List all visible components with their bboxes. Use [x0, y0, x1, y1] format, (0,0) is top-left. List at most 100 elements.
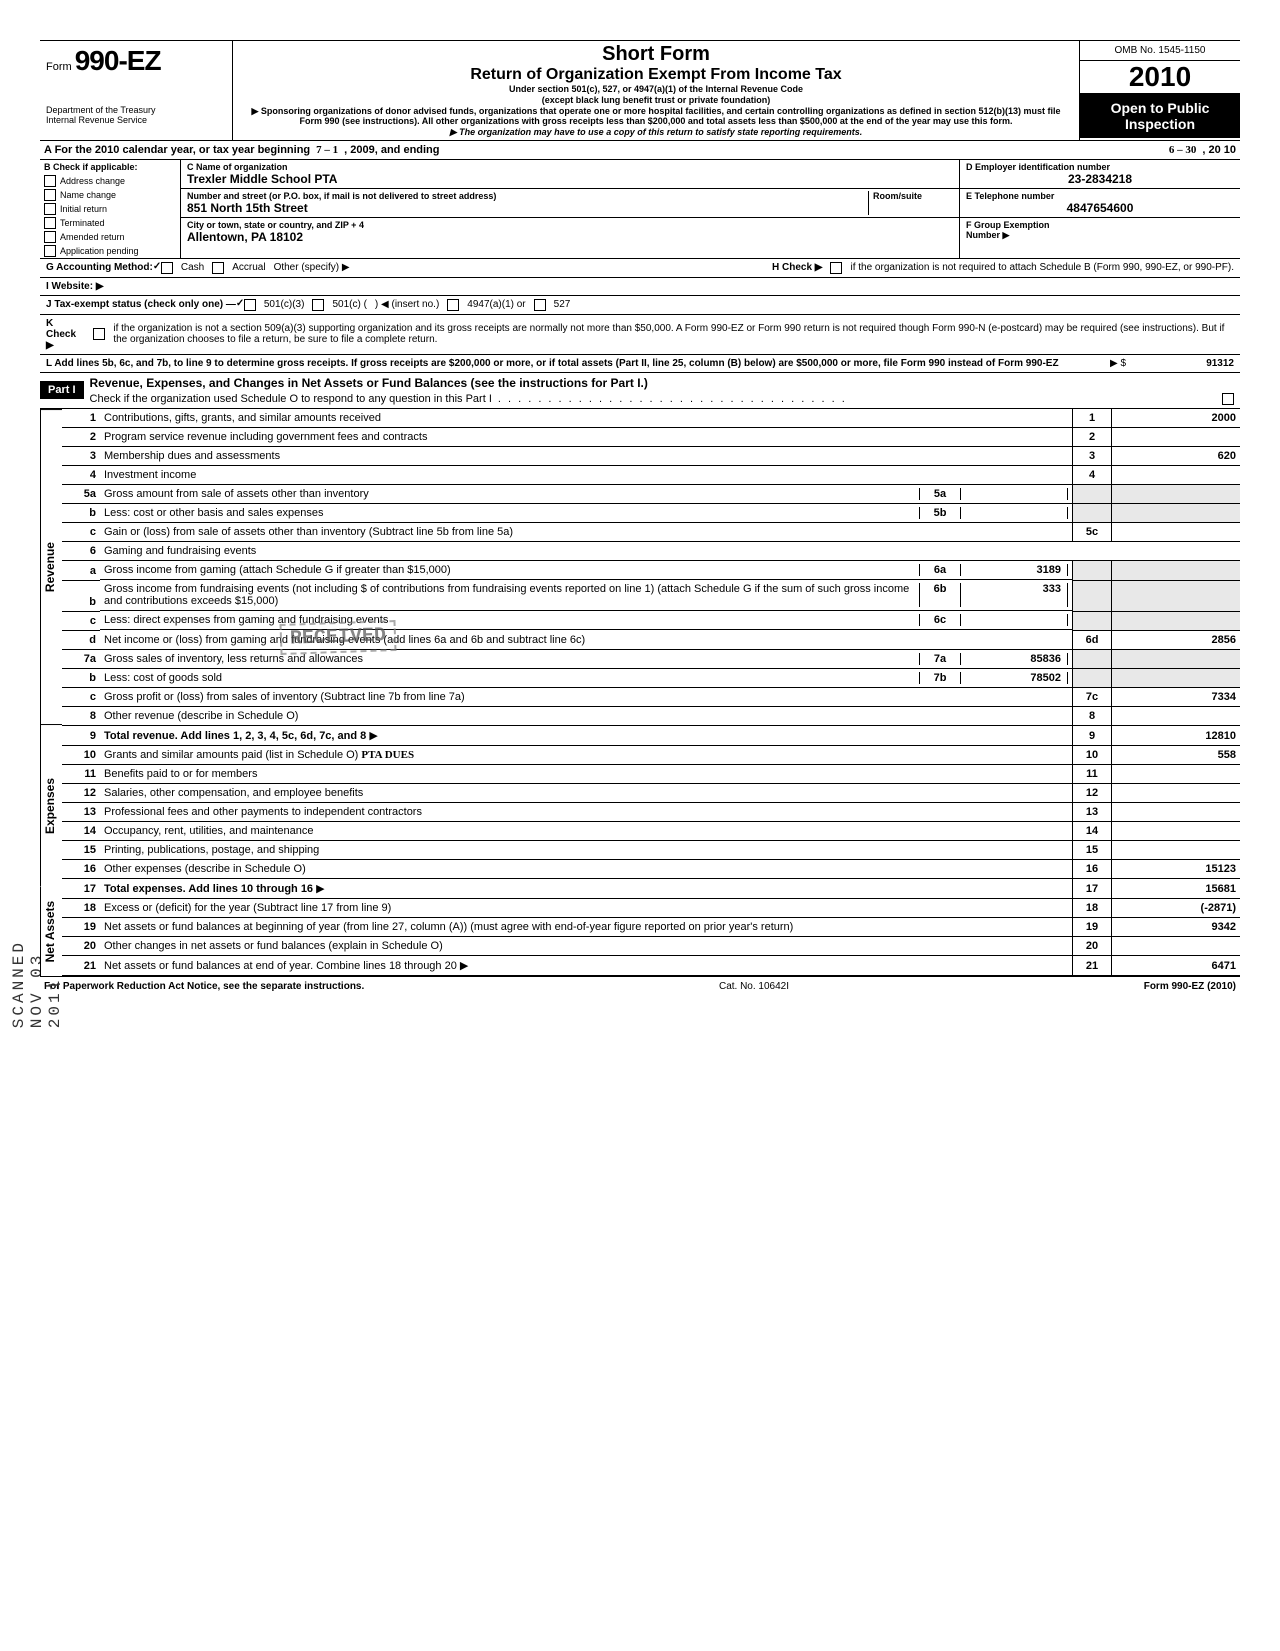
ln10-box: 10 [1073, 746, 1112, 765]
ln20-box: 20 [1073, 937, 1112, 956]
chk-amended[interactable] [44, 231, 56, 243]
ln5a-mid: 5a [919, 488, 961, 500]
subtitle-3: ▶ Sponsoring organizations of donor advi… [241, 106, 1071, 128]
chk-terminated[interactable] [44, 217, 56, 229]
ln10-amt: 558 [1112, 746, 1241, 765]
row-a-mid: , 2009, and ending [344, 144, 439, 156]
f-label: F Group Exemption [966, 220, 1234, 230]
ln5a-shade [1073, 484, 1112, 504]
subtitle-2: (except black lung benefit trust or priv… [241, 95, 1071, 106]
footer-mid: Cat. No. 10642I [719, 981, 789, 992]
ln14-box: 14 [1073, 822, 1112, 841]
ln19-num: 19 [62, 918, 100, 937]
ln7b-mamt: 78502 [961, 672, 1068, 684]
chk-527[interactable] [534, 299, 546, 311]
ln10-num: 10 [62, 746, 100, 765]
ln6a-num: a [62, 561, 100, 581]
chk-address-change[interactable] [44, 175, 56, 187]
ln21-box: 21 [1073, 956, 1112, 976]
room-label: Room/suite [873, 191, 953, 201]
year-prefix: 20 [1129, 61, 1160, 92]
chk-501c3[interactable] [244, 299, 256, 311]
lines-table: 1 Contributions, gifts, grants, and simi… [62, 409, 1240, 977]
subtitle-4: ▶ The organization may have to use a cop… [241, 127, 1071, 138]
opt-amended: Amended return [60, 232, 125, 242]
ln14-desc: Occupancy, rent, utilities, and maintena… [104, 825, 314, 837]
j-label: J Tax-exempt status (check only one) — [46, 299, 236, 310]
row-a-label: A For the 2010 calendar year, or tax yea… [44, 144, 310, 156]
org-address: 851 North 15th Street [187, 201, 868, 215]
ln17-arrow: ▶ [316, 883, 324, 895]
chk-name-change[interactable] [44, 189, 56, 201]
chk-k[interactable] [93, 328, 105, 340]
ln6a-mamt: 3189 [961, 564, 1068, 576]
ln6b-mid: 6b [919, 583, 961, 607]
ln20-amt [1112, 937, 1241, 956]
ln6c-num: c [62, 611, 100, 630]
ln19-desc: Net assets or fund balances at beginning… [104, 921, 793, 933]
ln8-box: 8 [1073, 707, 1112, 726]
ln5c-desc: Gain or (loss) from sale of assets other… [104, 526, 513, 538]
h-text: if the organization is not required to a… [850, 262, 1234, 273]
open-to-public: Open to Public Inspection [1080, 94, 1240, 138]
ln5b-desc: Less: cost or other basis and sales expe… [104, 507, 919, 519]
ln2-num: 2 [62, 427, 100, 446]
ln12-amt [1112, 784, 1241, 803]
irs-label: Internal Revenue Service [46, 115, 226, 125]
b-label: B Check if applicable: [40, 160, 180, 174]
j-4947: 4947(a)(1) or [467, 299, 525, 310]
ln6a-desc: Gross income from gaming (attach Schedul… [104, 564, 919, 576]
ln5c-amt [1112, 523, 1241, 542]
ln6d-num: d [62, 630, 100, 649]
ln18-amt: (-2871) [1112, 899, 1241, 918]
chk-accrual[interactable] [212, 262, 224, 274]
ln18-desc: Excess or (deficit) for the year (Subtra… [104, 902, 391, 914]
form-number: 990-EZ [75, 45, 161, 76]
ln4-desc: Investment income [104, 469, 196, 481]
ln17-desc: Total expenses. Add lines 10 through 16 [104, 883, 313, 895]
chk-h[interactable] [830, 262, 842, 274]
side-expenses: Expenses [40, 724, 62, 886]
ln6b-num: b [62, 580, 100, 611]
ln5c-num: c [62, 523, 100, 542]
ln13-num: 13 [62, 803, 100, 822]
ln15-desc: Printing, publications, postage, and shi… [104, 844, 319, 856]
ln7c-box: 7c [1073, 688, 1112, 707]
f-label2: Number ▶ [966, 230, 1234, 241]
received-stamp: RECEIVED [279, 620, 396, 655]
row-a-end: 6 – 30 [1169, 144, 1197, 156]
ln13-box: 13 [1073, 803, 1112, 822]
ln17-amt: 15681 [1112, 879, 1241, 899]
chk-pending[interactable] [44, 245, 56, 257]
ln17-num: 17 [62, 879, 100, 899]
ln4-box: 4 [1073, 465, 1112, 484]
ln3-amt: 620 [1112, 446, 1241, 465]
chk-initial[interactable] [44, 203, 56, 215]
ln2-box: 2 [1073, 427, 1112, 446]
ln11-num: 11 [62, 765, 100, 784]
ln3-num: 3 [62, 446, 100, 465]
chk-cash[interactable] [161, 262, 173, 274]
ln11-box: 11 [1073, 765, 1112, 784]
chk-part1-schedule-o[interactable] [1222, 393, 1234, 405]
chk-4947[interactable] [447, 299, 459, 311]
h-label: H Check ▶ [772, 262, 822, 273]
ln6d-box: 6d [1073, 630, 1112, 649]
ln2-desc: Program service revenue including govern… [104, 431, 427, 443]
opt-name: Name change [60, 190, 116, 200]
ln21-amt: 6471 [1112, 956, 1241, 976]
j-c: 501(c) ( [332, 299, 366, 310]
ln16-desc: Other expenses (describe in Schedule O) [104, 863, 306, 875]
form-header: Form 990-EZ Department of the Treasury I… [40, 40, 1240, 141]
footer-left: For Paperwork Reduction Act Notice, see … [44, 981, 364, 992]
row-a-begin: 7 – 1 [316, 144, 338, 156]
ln18-box: 18 [1073, 899, 1112, 918]
ln20-num: 20 [62, 937, 100, 956]
g-accrual: Accrual [232, 262, 265, 273]
ln9-num: 9 [62, 726, 100, 746]
c-addr-label: Number and street (or P.O. box, if mail … [187, 191, 868, 201]
chk-501c[interactable] [312, 299, 324, 311]
ln19-amt: 9342 [1112, 918, 1241, 937]
d-label: D Employer identification number [966, 162, 1234, 172]
e-label: E Telephone number [966, 191, 1234, 201]
